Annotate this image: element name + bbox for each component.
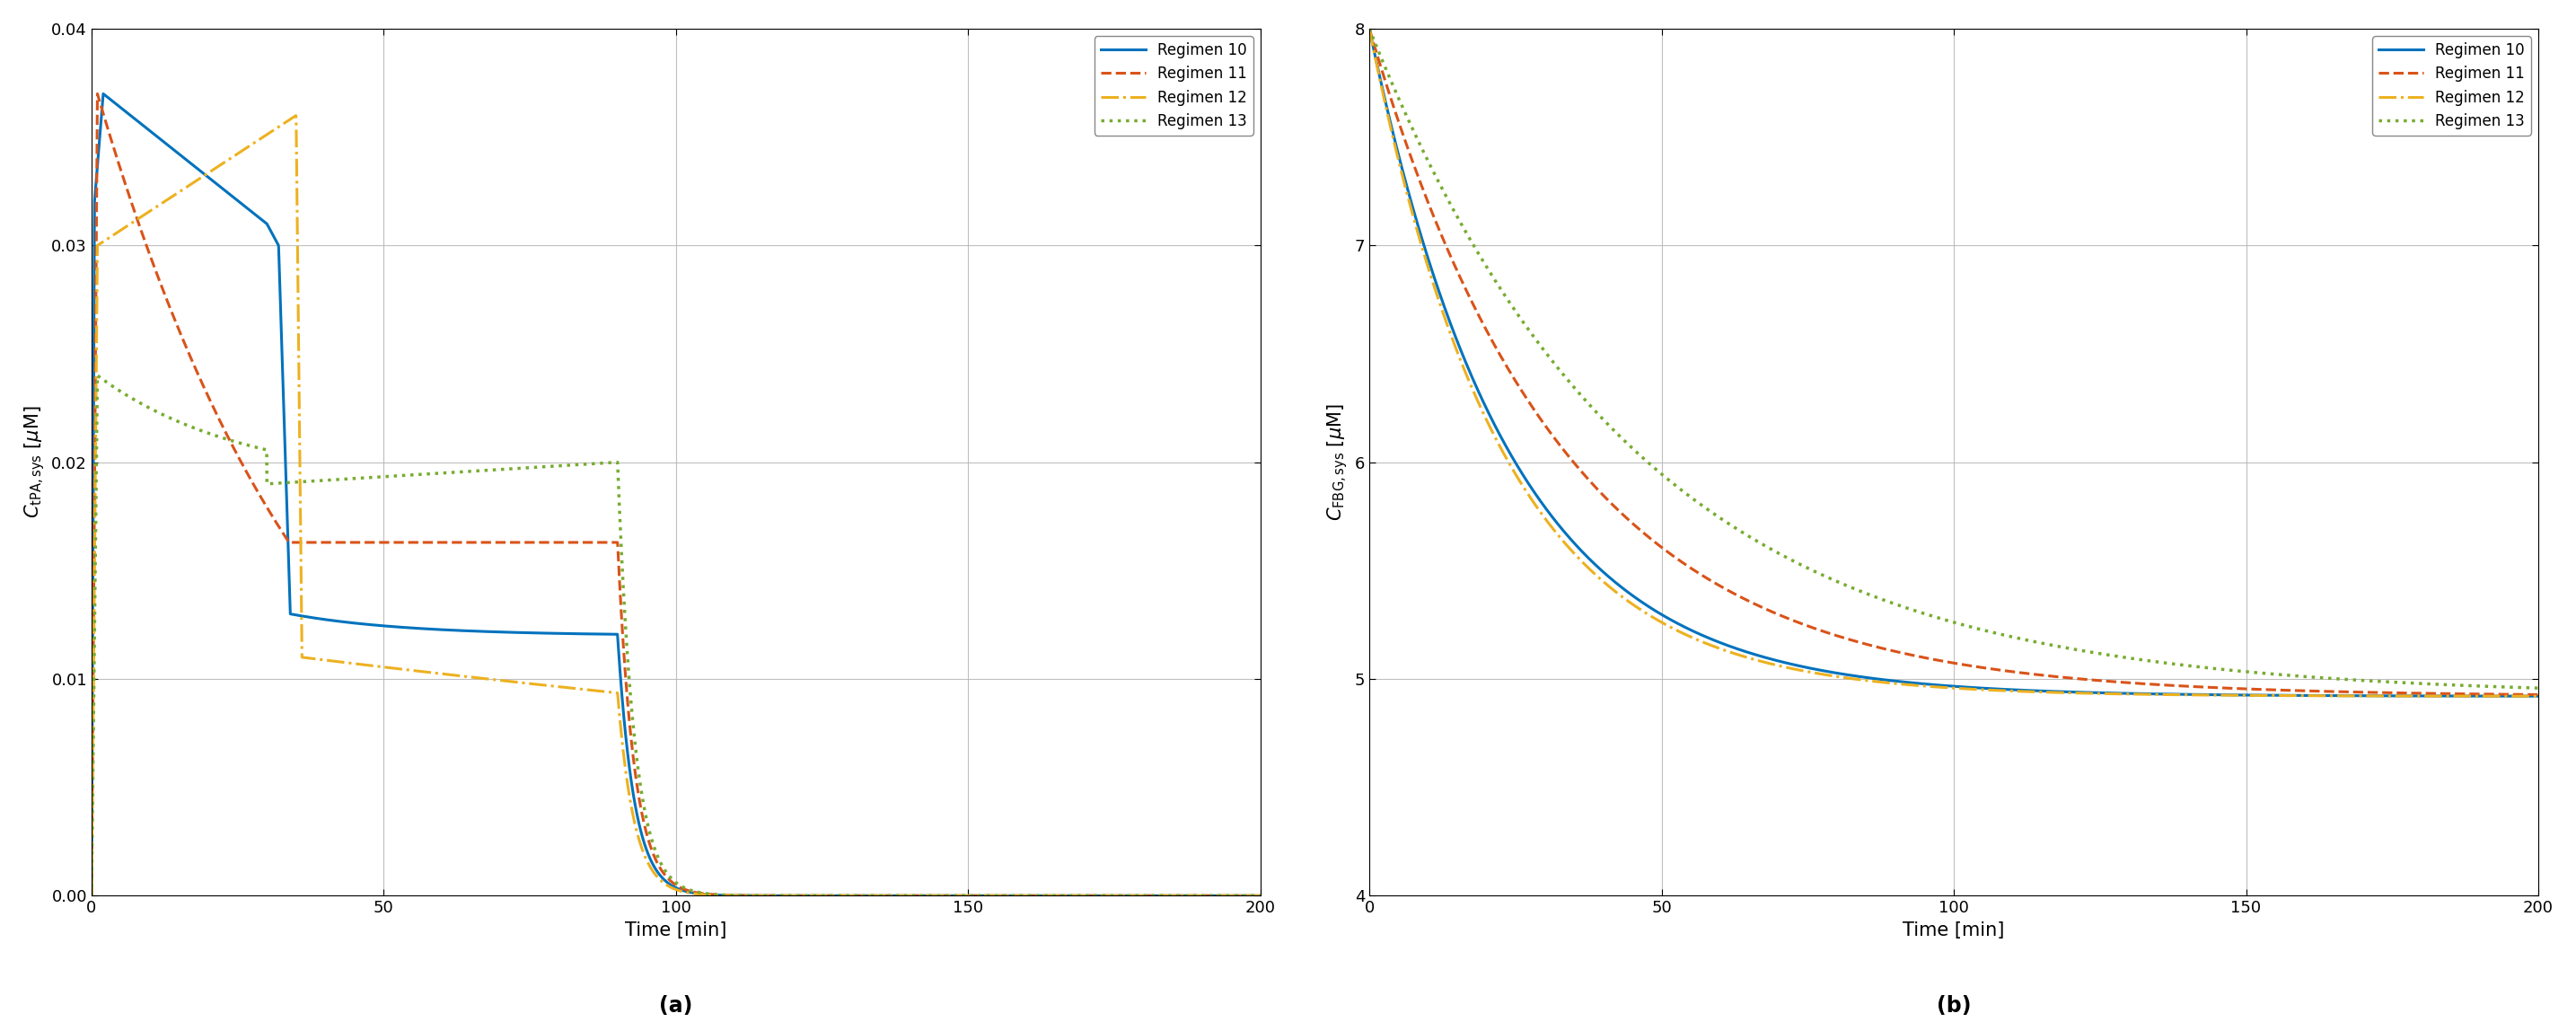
Regimen 12 xyxy=(1038,890,1069,902)
Regimen 11 xyxy=(778,890,809,902)
Line: Regimen 12: Regimen 12 xyxy=(93,115,1260,896)
Legend: Regimen 10, Regimen 11, Regimen 12, Regimen 13: Regimen 10, Regimen 11, Regimen 12, Regi… xyxy=(2372,36,2530,135)
Regimen 13 xyxy=(1244,890,1275,902)
Regimen 11 xyxy=(1801,623,1832,635)
Regimen 11 xyxy=(2316,686,2347,698)
Line: Regimen 11: Regimen 11 xyxy=(1370,29,2537,695)
Regimen 13 xyxy=(82,369,113,381)
Regimen 11 xyxy=(1566,466,1597,478)
Regimen 13 xyxy=(1801,566,1832,578)
Regimen 12 xyxy=(523,678,554,691)
Regimen 12 xyxy=(778,890,809,902)
Regimen 11 xyxy=(948,890,979,902)
Regimen 11 xyxy=(2115,676,2146,689)
Regimen 12 xyxy=(948,890,979,902)
Regimen 10 xyxy=(2056,686,2087,698)
Regimen 10 xyxy=(1566,545,1597,558)
Regimen 10 xyxy=(1801,663,1832,675)
Regimen 12 xyxy=(281,109,312,122)
Regimen 13 xyxy=(523,461,554,473)
X-axis label: Time [min]: Time [min] xyxy=(626,922,726,939)
Regimen 13 xyxy=(837,890,868,902)
Text: (b): (b) xyxy=(1937,995,1971,1017)
Regimen 12 xyxy=(2056,687,2087,699)
Regimen 12 xyxy=(1244,890,1275,902)
Line: Regimen 10: Regimen 10 xyxy=(93,94,1260,896)
Regimen 12 xyxy=(2522,690,2553,702)
Regimen 10 xyxy=(1038,890,1069,902)
Regimen 11 xyxy=(837,890,868,902)
Regimen 12 xyxy=(2115,688,2146,700)
Regimen 13 xyxy=(2522,681,2553,694)
Regimen 13 xyxy=(289,475,319,488)
Regimen 11 xyxy=(523,536,554,548)
Regimen 10 xyxy=(88,88,118,100)
Regimen 12 xyxy=(77,890,108,902)
Regimen 11 xyxy=(1038,890,1069,902)
Regimen 11 xyxy=(1244,890,1275,902)
Legend: Regimen 10, Regimen 11, Regimen 12, Regimen 13: Regimen 10, Regimen 11, Regimen 12, Regi… xyxy=(1095,36,1252,135)
Regimen 13 xyxy=(2115,652,2146,664)
Regimen 12 xyxy=(289,652,319,664)
Regimen 12 xyxy=(2316,690,2347,702)
Line: Regimen 12: Regimen 12 xyxy=(1370,29,2537,696)
Regimen 11 xyxy=(289,536,319,548)
Regimen 13 xyxy=(2226,665,2257,677)
Regimen 10 xyxy=(289,610,319,623)
Regimen 10 xyxy=(2226,689,2257,701)
Regimen 11 xyxy=(82,88,113,100)
Regimen 10 xyxy=(1244,890,1275,902)
Regimen 13 xyxy=(2316,672,2347,685)
Line: Regimen 10: Regimen 10 xyxy=(1370,29,2537,696)
Regimen 13 xyxy=(948,890,979,902)
Regimen 10 xyxy=(837,890,868,902)
Line: Regimen 13: Regimen 13 xyxy=(93,375,1260,896)
Regimen 11 xyxy=(2226,683,2257,695)
Regimen 13 xyxy=(778,890,809,902)
Y-axis label: $C_{\rm FBG,sys}$ [$\mu$M]: $C_{\rm FBG,sys}$ [$\mu$M] xyxy=(1327,403,1350,521)
Regimen 12 xyxy=(1801,667,1832,679)
Regimen 10 xyxy=(2115,688,2146,700)
Regimen 10 xyxy=(1355,23,1386,35)
Regimen 13 xyxy=(1355,23,1386,35)
Line: Regimen 13: Regimen 13 xyxy=(1370,29,2537,688)
Regimen 12 xyxy=(2226,689,2257,701)
Regimen 11 xyxy=(2056,672,2087,685)
Line: Regimen 11: Regimen 11 xyxy=(93,94,1260,896)
Text: (a): (a) xyxy=(659,995,693,1017)
Regimen 13 xyxy=(77,890,108,902)
Regimen 13 xyxy=(1038,890,1069,902)
Regimen 11 xyxy=(2522,689,2553,701)
Y-axis label: $C_{\rm tPA,sys}$ [$\mu$M]: $C_{\rm tPA,sys}$ [$\mu$M] xyxy=(23,406,46,519)
Regimen 10 xyxy=(948,890,979,902)
Regimen 10 xyxy=(778,890,809,902)
Regimen 11 xyxy=(1355,23,1386,35)
Regimen 10 xyxy=(523,627,554,639)
Regimen 10 xyxy=(2522,690,2553,702)
Regimen 12 xyxy=(1355,23,1386,35)
Regimen 12 xyxy=(1566,555,1597,567)
X-axis label: Time [min]: Time [min] xyxy=(1904,922,2004,939)
Regimen 12 xyxy=(837,890,868,902)
Regimen 10 xyxy=(2316,690,2347,702)
Regimen 11 xyxy=(77,890,108,902)
Regimen 13 xyxy=(1566,390,1597,402)
Regimen 10 xyxy=(77,890,108,902)
Regimen 13 xyxy=(2056,642,2087,655)
